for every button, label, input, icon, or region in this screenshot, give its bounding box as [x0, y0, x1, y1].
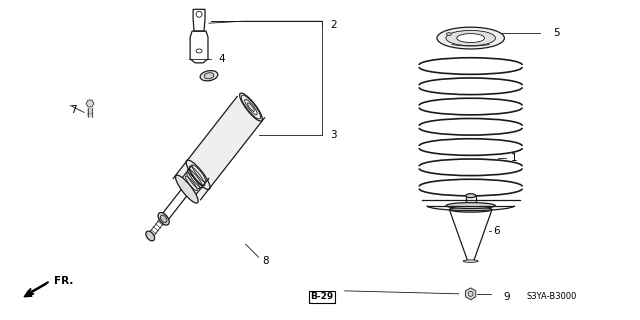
- Text: 5: 5: [553, 28, 559, 38]
- Ellipse shape: [175, 175, 198, 203]
- Ellipse shape: [437, 27, 504, 49]
- Text: 2: 2: [330, 20, 337, 30]
- Ellipse shape: [446, 30, 495, 46]
- Text: B-29: B-29: [310, 292, 333, 301]
- Text: 9: 9: [504, 292, 510, 302]
- Text: FR.: FR.: [54, 276, 74, 286]
- Polygon shape: [86, 100, 94, 107]
- Ellipse shape: [158, 212, 169, 225]
- Ellipse shape: [87, 101, 93, 106]
- Polygon shape: [465, 288, 476, 300]
- Text: 6: 6: [493, 226, 500, 236]
- Text: 8: 8: [262, 256, 269, 266]
- Ellipse shape: [160, 215, 167, 222]
- Ellipse shape: [146, 231, 155, 241]
- Ellipse shape: [446, 203, 495, 209]
- Ellipse shape: [449, 207, 492, 212]
- Text: 4: 4: [219, 54, 225, 64]
- Ellipse shape: [463, 260, 478, 262]
- Text: 7: 7: [70, 105, 77, 116]
- Ellipse shape: [446, 33, 451, 36]
- Ellipse shape: [204, 73, 214, 79]
- Text: 1: 1: [510, 153, 517, 163]
- Ellipse shape: [200, 71, 218, 81]
- Text: S3YA-B3000: S3YA-B3000: [526, 292, 577, 301]
- Ellipse shape: [457, 34, 484, 43]
- Ellipse shape: [466, 194, 476, 198]
- Text: 3: 3: [330, 130, 337, 140]
- Ellipse shape: [239, 93, 262, 121]
- Polygon shape: [173, 96, 264, 200]
